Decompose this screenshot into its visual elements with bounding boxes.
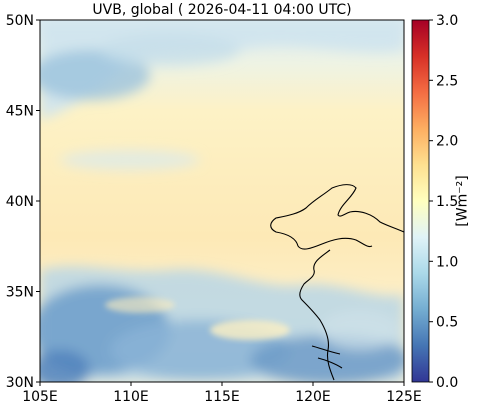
colorbar-tick-label: 2.5 [436,73,458,89]
y-tick-label: 30N [6,375,34,391]
y-tick-label: 45N [6,104,34,120]
x-tick-label: 115E [204,389,240,405]
y-tick-label: 35N [6,285,34,301]
map-title: UVB, global ( 2026-04-11 04:00 UTC) [92,2,352,18]
x-tick-label: 110E [113,389,149,405]
x-tick-label: 120E [295,389,331,405]
colorbar-tick-label: 2.0 [436,134,458,150]
y-axis: 50N 45N 40N 35N 30N [6,13,40,391]
colorbar-tick-label: 1.0 [436,254,458,270]
colorbar-tick-label: 0.5 [436,315,458,331]
x-tick-label: 105E [22,389,58,405]
colorbar-tick-label: 0.0 [436,375,458,391]
colorbar-label: [Wm⁻²] [454,175,471,227]
colorbar-tick-label: 1.5 [436,194,458,210]
colorbar-tick-label: 3.0 [436,13,458,29]
coastline [270,184,404,381]
colorbar-gradient [411,19,430,383]
colorbar: 3.0 2.5 2.0 1.5 1.0 0.5 0.0 [411,13,458,391]
uvb-field [40,20,404,382]
y-tick-label: 40N [6,194,34,210]
x-tick-label: 125E [386,389,422,405]
y-tick-label: 50N [6,13,34,29]
x-axis: 105E 110E 115E 120E 125E [22,382,422,405]
